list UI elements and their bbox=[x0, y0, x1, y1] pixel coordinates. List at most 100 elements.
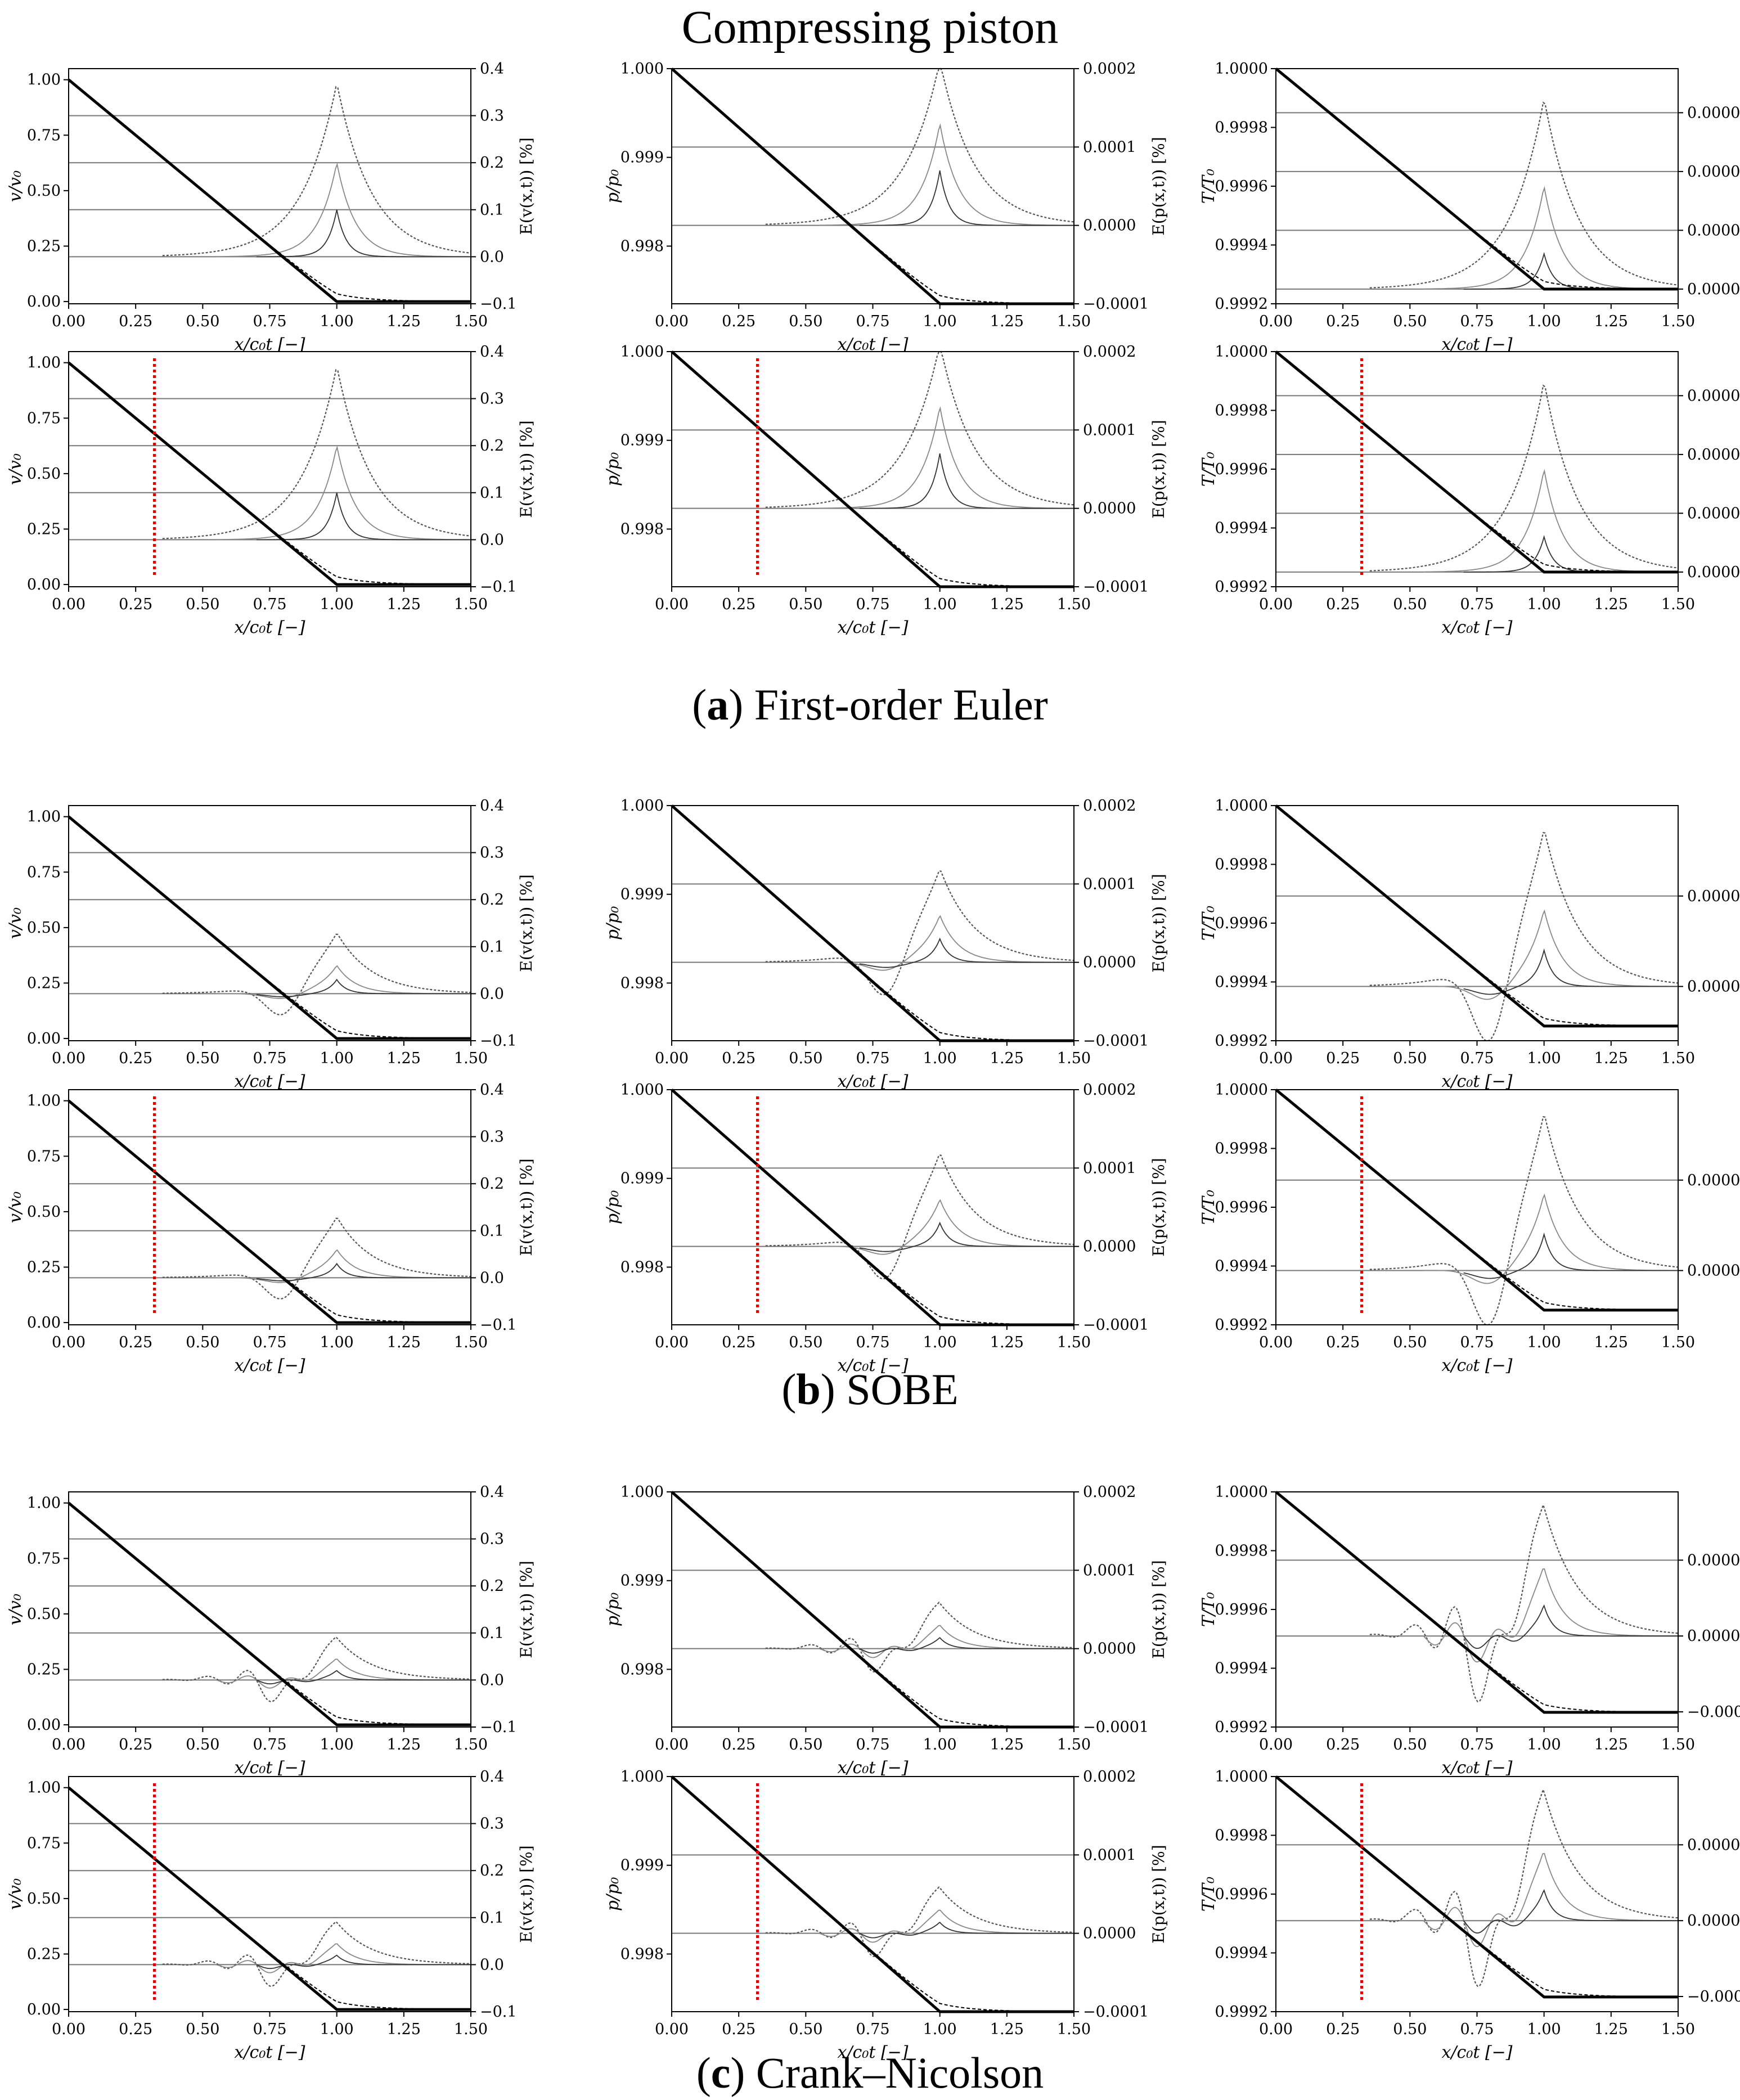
x-tick-label: 1.00 bbox=[923, 313, 957, 330]
profile-line bbox=[1275, 1491, 1678, 1714]
x-tick-label: 1.25 bbox=[990, 1736, 1024, 1753]
x-tick-label: 1.00 bbox=[1527, 1736, 1561, 1753]
x-tick-label: 0.00 bbox=[655, 596, 689, 613]
y2-tick-label: 0.3 bbox=[480, 107, 504, 125]
y2-axis-label: E(p(x,t)) [%] bbox=[1149, 1560, 1168, 1658]
x-tick-label: 0.25 bbox=[722, 1736, 756, 1753]
error-curve-3 bbox=[1463, 1888, 1678, 1934]
chart-panel-p: 0.00 0.25 0.50 0.75 1.00 1.25 1.50 0.998 0.999 1.… bbox=[603, 1768, 1168, 2062]
profile-line bbox=[671, 68, 1074, 305]
x-tick-label: 1.25 bbox=[387, 1334, 421, 1351]
y-tick-label: 0.9996 bbox=[1215, 1886, 1268, 1903]
y2-tick-label: 0.3 bbox=[480, 844, 504, 862]
x-tick-label: 1.00 bbox=[923, 1334, 957, 1351]
x-tick-label: 0.00 bbox=[52, 1736, 86, 1753]
x-tick-label: 0.75 bbox=[1460, 1334, 1494, 1351]
profile-line bbox=[68, 1099, 471, 1324]
x-tick-label: 0.75 bbox=[856, 313, 889, 330]
profile-numerical bbox=[1463, 1930, 1679, 1998]
x-tick-label: 1.00 bbox=[320, 1736, 354, 1753]
x-tick-label: 0.25 bbox=[1326, 1736, 1360, 1753]
x-tick-label: 0.75 bbox=[1460, 1736, 1494, 1753]
y-axis-label: v/v₀ bbox=[6, 1594, 25, 1625]
x-tick-label: 1.50 bbox=[454, 1050, 488, 1067]
x-tick-label: 0.75 bbox=[856, 596, 889, 613]
y2-tick-label: 0.0002 bbox=[1083, 343, 1136, 361]
error-curve-3 bbox=[859, 1921, 1074, 1939]
chart-panel-p: 0.00 0.25 0.50 0.75 1.00 1.25 1.50 0.998 0.999 1.… bbox=[603, 797, 1168, 1091]
y2-axis-label: E(v(x,t)) [%] bbox=[517, 1158, 536, 1256]
x-tick-label: 0.25 bbox=[1326, 596, 1360, 613]
x-tick-label: 0.00 bbox=[52, 2021, 86, 2038]
y-tick-label: 0.998 bbox=[621, 520, 664, 538]
y2-tick-label: 0.4 bbox=[480, 1768, 504, 1786]
y-tick-label: 1.00 bbox=[27, 71, 61, 89]
error-curve-2 bbox=[1423, 909, 1678, 1000]
y-tick-label: 0.75 bbox=[27, 410, 61, 427]
x-tick-label: 1.25 bbox=[387, 1050, 421, 1067]
error-curve-1 bbox=[162, 368, 471, 539]
plot-frame bbox=[1275, 1089, 1679, 1325]
profile-line bbox=[68, 1501, 471, 1726]
profile-numerical bbox=[1463, 222, 1679, 290]
y2-tick-label: 0.0000 bbox=[1083, 217, 1136, 235]
y-tick-label: 0.25 bbox=[27, 237, 61, 255]
x-tick-label: 0.50 bbox=[1393, 313, 1427, 330]
y-tick-label: 0.9992 bbox=[1215, 1032, 1268, 1050]
profile-numerical bbox=[859, 969, 1074, 1041]
chart-panel-v: 0.00 0.25 0.50 0.75 1.00 1.25 1.50 0.00 0.25 0.50… bbox=[6, 1768, 536, 2062]
error-curve-1 bbox=[765, 1601, 1074, 1672]
x-tick-label: 1.50 bbox=[454, 313, 488, 330]
y-tick-label: 0.9996 bbox=[1215, 178, 1268, 195]
plot-frame bbox=[671, 351, 1074, 587]
error-curve-1 bbox=[765, 1154, 1074, 1280]
x-tick-label: 1.25 bbox=[1594, 596, 1628, 613]
y2-tick-label: 0.0000 bbox=[1083, 500, 1136, 518]
y2-tick-label: −0.1 bbox=[480, 2003, 517, 2021]
y-axis-label: T/T₀ bbox=[1199, 452, 1219, 487]
x-axis-label: x/c₀t [−] bbox=[235, 1758, 305, 1778]
x-tick-label: 1.50 bbox=[1661, 313, 1695, 330]
error-curve-2 bbox=[1423, 469, 1678, 573]
y2-tick-label: −0.0001 bbox=[1083, 1032, 1149, 1050]
y2-axis-label: E(p(x,t)) [%] bbox=[1149, 420, 1168, 518]
plot-frame bbox=[68, 68, 471, 304]
error-curve-1 bbox=[1369, 1503, 1679, 1703]
y-tick-label: 0.75 bbox=[27, 127, 61, 144]
y2-tick-label: 0.1 bbox=[480, 938, 504, 956]
x-tick-label: 1.25 bbox=[387, 1736, 421, 1753]
y2-tick-label: 0.0002 bbox=[1083, 797, 1136, 815]
x-tick-label: 1.25 bbox=[1594, 1736, 1628, 1753]
y-tick-label: 0.50 bbox=[27, 1606, 61, 1623]
y-tick-label: 1.000 bbox=[621, 343, 664, 361]
error-curve-1 bbox=[765, 870, 1074, 996]
x-tick-label: 0.50 bbox=[186, 313, 219, 330]
y2-tick-label: −0.0001 bbox=[1083, 1316, 1149, 1334]
x-tick-label: 0.50 bbox=[186, 596, 219, 613]
y-tick-label: 0.00 bbox=[27, 576, 61, 593]
y2-tick-label: −0.0001 bbox=[1083, 1719, 1149, 1736]
y-tick-label: 0.999 bbox=[621, 886, 664, 903]
x-tick-label: 0.25 bbox=[1326, 1334, 1360, 1351]
x-tick-label: 1.50 bbox=[1057, 1736, 1091, 1753]
x-tick-label: 0.25 bbox=[722, 2021, 756, 2038]
y2-axis-label: E(v(x,t)) [%] bbox=[517, 1561, 536, 1658]
y2-tick-label: 0.00001 bbox=[1687, 1552, 1740, 1569]
error-curve-1 bbox=[765, 1886, 1074, 1957]
x-tick-label: 0.75 bbox=[856, 1334, 889, 1351]
y-tick-label: 0.00 bbox=[27, 2001, 61, 2018]
x-axis-label: x/c₀t [−] bbox=[838, 2043, 909, 2062]
profile-numerical bbox=[1463, 505, 1679, 573]
y2-tick-label: 0.4 bbox=[480, 1081, 504, 1099]
chart-panel-p: 0.00 0.25 0.50 0.75 1.00 1.25 1.50 0.998 0.999 1.… bbox=[603, 1483, 1168, 1778]
plot-frame bbox=[671, 68, 1074, 304]
y2-tick-label: −0.1 bbox=[480, 1719, 517, 1736]
y2-axis-label: E(p(x,t)) [%] bbox=[1149, 1845, 1168, 1943]
caption-text: SOBE bbox=[846, 1365, 959, 1414]
profile-numerical bbox=[256, 516, 471, 585]
x-tick-label: 0.25 bbox=[119, 1050, 152, 1067]
y2-tick-label: −0.00001 bbox=[1687, 1988, 1740, 2005]
chart-panel-p: 0.00 0.25 0.50 0.75 1.00 1.25 1.50 0.998 0.999 1.… bbox=[603, 343, 1168, 637]
